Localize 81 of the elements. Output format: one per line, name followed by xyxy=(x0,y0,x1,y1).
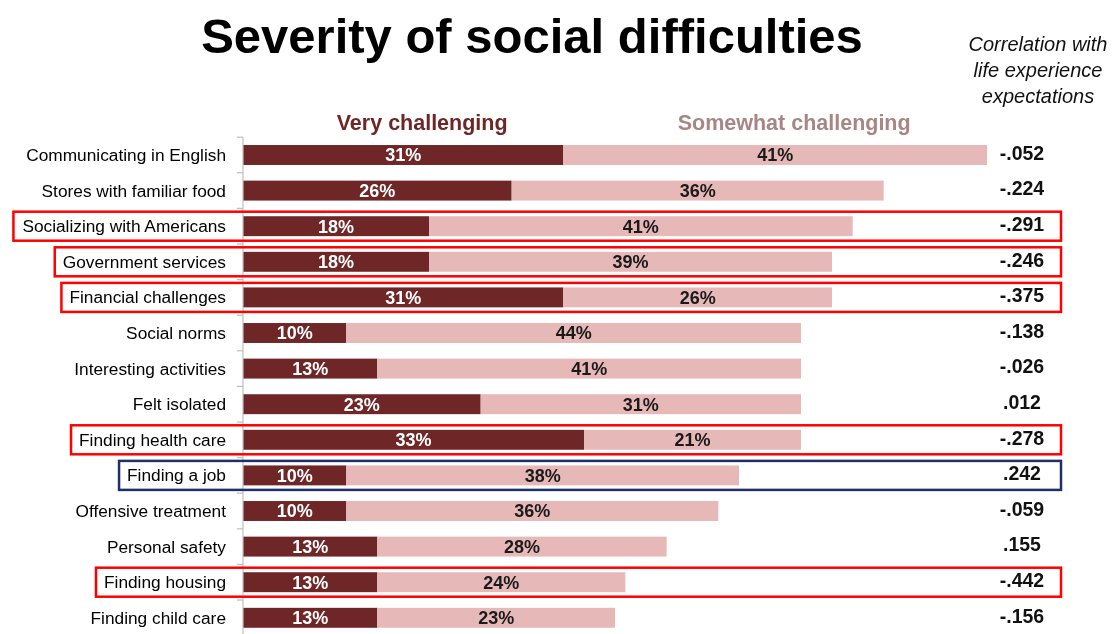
bar xyxy=(243,145,564,165)
y-tick-label: Felt isolated xyxy=(132,394,226,415)
data-label: 41% xyxy=(571,359,608,380)
bar xyxy=(584,429,801,450)
data-label: 36% xyxy=(679,181,716,202)
data-label: 13% xyxy=(292,537,329,558)
data-label: 24% xyxy=(483,572,520,593)
data-label: 28% xyxy=(503,537,541,558)
data-label: 26% xyxy=(679,287,716,308)
bar xyxy=(377,536,667,557)
bar xyxy=(243,287,564,308)
data-label: 18% xyxy=(317,252,355,273)
bar xyxy=(243,251,429,272)
text: .012 xyxy=(1003,391,1042,414)
data-label: 13% xyxy=(292,359,329,380)
y-tick-label: Finding child care xyxy=(90,607,226,628)
bar xyxy=(429,251,832,272)
y-tick-label: Financial challenges xyxy=(69,287,227,308)
text: -.291 xyxy=(999,213,1045,236)
data-label: 36% xyxy=(514,501,551,522)
y-tick-label: Socializing with Americans xyxy=(22,216,227,237)
data-label: 13% xyxy=(292,572,329,593)
data-label: 21% xyxy=(674,430,711,451)
y-tick-label: Interesting activities xyxy=(74,358,227,379)
data-label: 38% xyxy=(524,465,561,486)
text: .155 xyxy=(1003,533,1042,556)
y-tick-label: Stores with familiar food xyxy=(41,180,226,201)
bar xyxy=(243,180,512,201)
data-label: 39% xyxy=(612,252,649,273)
data-label: 31% xyxy=(385,145,422,166)
y-tick-label: Personal safety xyxy=(106,536,227,557)
text: Correlation with life experience expectations xyxy=(968,33,1108,107)
chart-title: Severity of social difficulties xyxy=(201,9,863,63)
bar xyxy=(243,429,584,450)
data-label: 10% xyxy=(276,465,313,486)
bar xyxy=(346,323,801,343)
text: -.156 xyxy=(999,604,1045,627)
text: -.138 xyxy=(999,319,1045,342)
bar xyxy=(563,145,987,165)
y-tick-label: Communicating in English xyxy=(26,145,226,166)
data-label: 10% xyxy=(276,323,313,344)
y-tick-label: Finding health care xyxy=(79,429,226,450)
text: .242 xyxy=(1003,462,1042,485)
y-tick-label: Finding a job xyxy=(127,465,226,486)
text: -.246 xyxy=(999,248,1045,271)
series-label: Somewhat challenging xyxy=(677,111,911,135)
bar xyxy=(563,287,832,308)
series-label: Very challenging xyxy=(336,111,508,135)
bar xyxy=(346,501,719,521)
bar xyxy=(243,216,429,237)
data-label: 31% xyxy=(385,287,422,308)
y-tick-label: Finding housing xyxy=(103,572,226,593)
bar xyxy=(511,180,884,201)
bar xyxy=(346,465,739,486)
data-label: 33% xyxy=(395,430,432,451)
bar xyxy=(377,572,626,593)
y-tick-label: Social norms xyxy=(126,323,227,344)
text: -.026 xyxy=(999,355,1045,378)
data-label: 23% xyxy=(478,608,515,629)
text: -.052 xyxy=(999,141,1045,164)
data-label: 10% xyxy=(276,501,313,522)
text: -.375 xyxy=(999,284,1045,307)
data-label: 23% xyxy=(343,394,380,415)
bar xyxy=(480,394,801,415)
data-label: 26% xyxy=(359,181,396,202)
text: -.278 xyxy=(999,426,1045,449)
text: -.059 xyxy=(999,497,1045,520)
data-label: 18% xyxy=(317,216,355,237)
data-label: 41% xyxy=(757,145,794,166)
bar xyxy=(377,607,615,628)
data-label: 44% xyxy=(555,323,592,344)
y-tick-label: Offensive treatment xyxy=(75,501,227,522)
bar xyxy=(377,358,801,379)
y-tick-label: Government services xyxy=(62,251,227,272)
bar xyxy=(243,394,481,415)
text: -.442 xyxy=(999,569,1045,592)
data-label: 13% xyxy=(292,608,329,629)
data-label: 31% xyxy=(622,394,659,415)
data-label: 41% xyxy=(622,216,659,237)
text: -.224 xyxy=(999,177,1045,200)
bar xyxy=(429,216,853,237)
